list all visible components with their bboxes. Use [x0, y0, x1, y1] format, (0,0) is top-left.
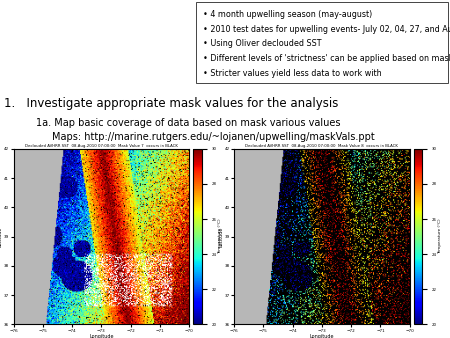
X-axis label: Longitude: Longitude — [310, 334, 334, 338]
Text: 1a. Map basic coverage of data based on mask various values: 1a. Map basic coverage of data based on … — [36, 118, 341, 128]
Title: Declouded AVHRR SST  08-Aug-2010 07:00:00  Mask Value 8  occurs in BLACK: Declouded AVHRR SST 08-Aug-2010 07:00:00… — [245, 144, 398, 148]
FancyBboxPatch shape — [196, 2, 448, 83]
Text: Maps: http://marine.rutgers.edu/~lojanen/upwelling/maskVals.ppt: Maps: http://marine.rutgers.edu/~lojanen… — [52, 132, 374, 142]
Y-axis label: Latitude: Latitude — [218, 226, 223, 247]
Text: • Different levels of 'strictness' can be applied based on mask values: • Different levels of 'strictness' can b… — [203, 54, 450, 63]
Text: • Using Oliver declouded SST: • Using Oliver declouded SST — [203, 39, 322, 48]
Y-axis label: Latitude: Latitude — [0, 226, 3, 247]
Text: • 2010 test dates for upwelling events- July 02, 04, 27, and Aug 08: • 2010 test dates for upwelling events- … — [203, 25, 450, 33]
Text: • 4 month upwelling season (may-august): • 4 month upwelling season (may-august) — [203, 10, 373, 19]
Y-axis label: Temperature (°C): Temperature (°C) — [438, 219, 442, 255]
Text: 1.   Investigate appropriate mask values for the analysis: 1. Investigate appropriate mask values f… — [4, 97, 339, 110]
Text: • Stricter values yield less data to work with: • Stricter values yield less data to wor… — [203, 69, 382, 77]
Title: Declouded AVHRR SST  08-Aug-2010 07:00:00  Mask Value 7  occurs in BLACK: Declouded AVHRR SST 08-Aug-2010 07:00:00… — [25, 144, 178, 148]
X-axis label: Longitude: Longitude — [89, 334, 114, 338]
Y-axis label: Temperature (°C): Temperature (°C) — [218, 219, 222, 255]
